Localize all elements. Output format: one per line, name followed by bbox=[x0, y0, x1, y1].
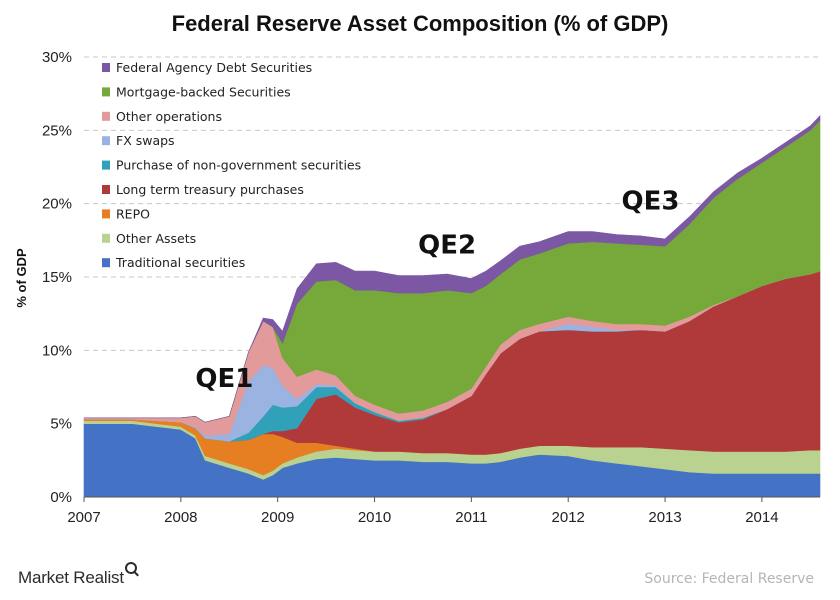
x-tick-label: 2013 bbox=[648, 509, 681, 526]
y-tick-label: 5% bbox=[50, 416, 72, 433]
x-tick-label: 2011 bbox=[455, 509, 487, 526]
legend-entry: Mortgage-backed Securities bbox=[116, 84, 291, 99]
x-tick-label: 2010 bbox=[358, 509, 391, 526]
x-tick-label: 2008 bbox=[164, 509, 197, 526]
y-axis-label: % of GDP bbox=[14, 248, 29, 308]
legend: Federal Agency Debt Securities Mortgage-b… bbox=[102, 60, 361, 270]
y-tick-label: 30% bbox=[42, 49, 72, 66]
legend-swatch bbox=[102, 160, 110, 170]
legend-swatch bbox=[102, 63, 110, 72]
legend-entry: Long term treasury purchases bbox=[116, 182, 304, 197]
magnifier-icon bbox=[124, 562, 137, 574]
legend-swatch bbox=[102, 185, 110, 194]
legend-entry: Purchase of non-government securities bbox=[116, 158, 361, 173]
x-tick-label: 2012 bbox=[552, 509, 585, 526]
brand-name: Market Realist bbox=[18, 568, 124, 587]
chart-title: Federal Reserve Asset Composition (% of … bbox=[172, 11, 669, 36]
y-tick-label: 15% bbox=[42, 269, 72, 286]
x-tick-label: 2009 bbox=[261, 509, 294, 526]
brand-logo: Market Realist bbox=[18, 562, 137, 588]
source-note: Source: Federal Reserve bbox=[644, 571, 814, 587]
legend-entry: FX swaps bbox=[116, 133, 175, 148]
x-tick-label: 2014 bbox=[745, 509, 778, 526]
legend-swatch bbox=[102, 209, 110, 219]
legend-swatch bbox=[102, 258, 110, 268]
legend-entry: REPO bbox=[116, 206, 150, 221]
y-tick-label: 20% bbox=[42, 196, 72, 213]
x-tick-label: 2007 bbox=[67, 509, 100, 526]
annotation-qe2: QE2 bbox=[418, 231, 476, 261]
y-tick-label: 10% bbox=[42, 342, 72, 359]
legend-entry: Federal Agency Debt Securities bbox=[116, 60, 312, 75]
annotation-qe3: QE3 bbox=[622, 187, 680, 217]
legend-swatch bbox=[102, 111, 110, 121]
legend-swatch bbox=[102, 136, 110, 146]
legend-swatch bbox=[102, 233, 110, 243]
annotations: QE1 QE2 QE3 bbox=[195, 187, 679, 394]
legend-entry: Traditional securities bbox=[115, 255, 245, 270]
area-federal-agency-debt-securities bbox=[84, 114, 821, 423]
legend-entry: Other operations bbox=[116, 109, 222, 124]
legend-swatch bbox=[102, 87, 110, 97]
legend-entry: Other Assets bbox=[116, 231, 196, 246]
y-tick-label: 25% bbox=[42, 122, 72, 139]
axes: 0% 5% 10% 15% 20% 25% 30% 2007 2008 2009 2010 2011 2… bbox=[42, 49, 820, 526]
stacked-areas bbox=[83, 114, 821, 498]
y-tick-label: 0% bbox=[50, 489, 72, 506]
annotation-qe1: QE1 bbox=[195, 364, 253, 394]
